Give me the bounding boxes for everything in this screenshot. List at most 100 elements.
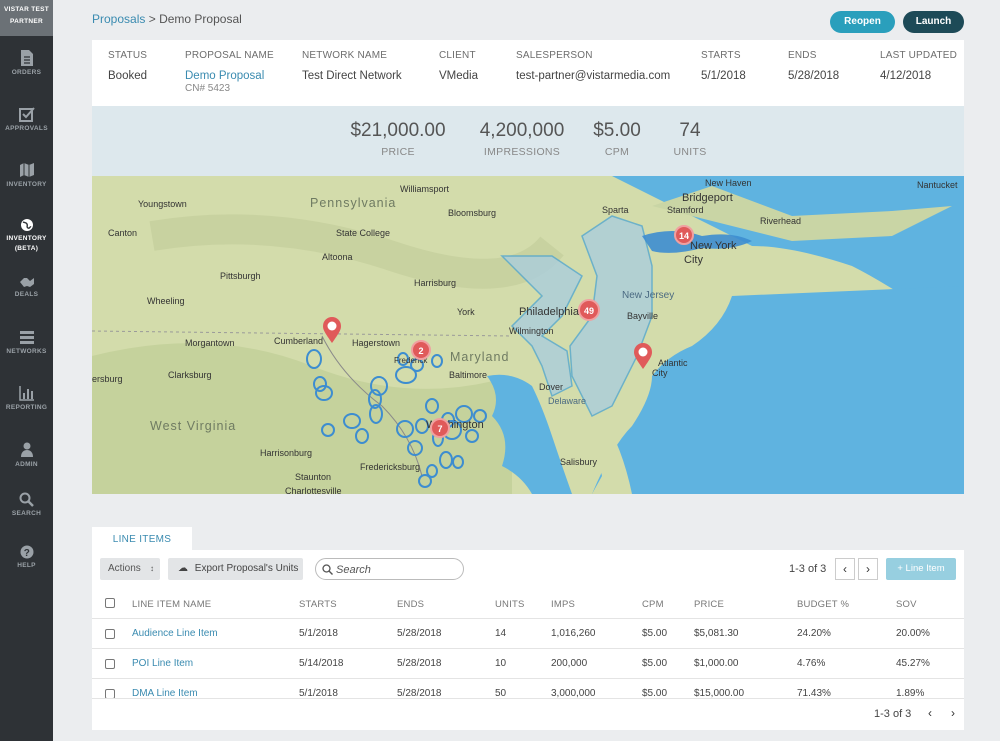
city-salisbury: Salisbury — [560, 457, 598, 467]
cell-sov: 45.27% — [896, 658, 930, 669]
reopen-button[interactable]: Reopen — [830, 11, 895, 33]
add-line-item-button[interactable]: + Line Item — [886, 558, 956, 580]
cluster-marker[interactable]: 49 — [578, 299, 600, 321]
column-header-ends[interactable]: ENDS — [397, 599, 425, 610]
column-header-units[interactable]: UNITS — [495, 599, 525, 610]
checkbox-icon — [18, 107, 35, 122]
map-background — [92, 176, 964, 494]
cpm-value: $5.00 — [593, 120, 641, 141]
state-label-delaware: Delaware — [548, 396, 587, 406]
breadcrumb-proposals-link[interactable]: Proposals — [92, 12, 146, 26]
sidebar-item-label: SEARCH — [11, 510, 42, 517]
city-staunton: Staunton — [295, 472, 332, 482]
cell-ends: 5/28/2018 — [397, 658, 442, 669]
column-header-budget[interactable]: BUDGET % — [797, 599, 850, 610]
column-header-cpm[interactable]: CPM — [642, 599, 664, 610]
cluster-count: 2 — [418, 346, 423, 356]
column-header-starts[interactable]: STARTS — [299, 599, 337, 610]
starts-header: STARTS — [701, 50, 741, 61]
sidebar-item-label: DEALS — [14, 291, 39, 298]
inventory-map[interactable]: Pennsylvania Maryland West Virginia New … — [92, 176, 964, 494]
cloud-download-icon: ☁ — [178, 563, 188, 574]
sidebar-item-networks[interactable]: NETWORKS — [0, 330, 53, 355]
next-page-button-footer[interactable]: › — [943, 703, 963, 725]
sidebar-item-inventory[interactable]: INVENTORY — [0, 162, 53, 188]
table-row[interactable]: DMA Line Item 5/1/2018 5/28/2018 50 3,00… — [92, 678, 964, 708]
city-partial-west: ersburg — [92, 374, 123, 384]
line-item-name-link[interactable]: Audience Line Item — [132, 628, 218, 639]
brand-logo[interactable]: VISTAR TEST PARTNER — [0, 0, 53, 36]
sidebar-item-approvals[interactable]: APPROVALS — [0, 106, 53, 132]
impressions-value: 4,200,000 — [479, 120, 565, 141]
sidebar-item-label: REPORTING — [5, 404, 48, 411]
city-youngstown: Youngstown — [138, 199, 187, 209]
city-bridgeport: Bridgeport — [682, 192, 733, 204]
sidebar-item-help[interactable]: ? HELP — [0, 545, 53, 569]
city-atlantic-2: City — [652, 368, 668, 378]
export-units-button[interactable]: ☁ Export Proposal's Units — [168, 558, 303, 580]
breadcrumb-current: Demo Proposal — [159, 12, 242, 26]
row-checkbox[interactable] — [105, 659, 115, 669]
sidebar-item-label: NETWORKS — [6, 348, 47, 355]
state-label-new-jersey: New Jersey — [622, 290, 675, 301]
actions-dropdown[interactable]: Actions ↕ — [100, 558, 160, 580]
cell-imps: 3,000,000 — [551, 688, 596, 699]
sidebar-item-label: INVENTORY — [6, 181, 47, 188]
column-header-price[interactable]: PRICE — [694, 599, 725, 610]
salesperson-column: SALESPERSON test-partner@vistarmedia.com — [516, 49, 670, 82]
city-new-york-2: City — [684, 254, 703, 266]
search-input[interactable]: Search — [315, 558, 464, 580]
breadcrumb-separator: > — [148, 12, 156, 26]
table-row[interactable]: POI Line Item 5/14/2018 5/28/2018 10 200… — [92, 648, 964, 678]
city-bayville: Bayville — [627, 311, 659, 321]
cell-ends: 5/28/2018 — [397, 688, 442, 699]
cpm-stat: $5.00 CPM — [587, 120, 647, 158]
cluster-marker[interactable]: 2 — [411, 340, 431, 360]
impressions-label: IMPRESSIONS — [483, 146, 561, 158]
units-value: 74 — [679, 120, 701, 141]
cluster-marker[interactable]: 14 — [674, 225, 694, 245]
price-stat: $21,000.00 PRICE — [346, 120, 450, 158]
cell-units: 50 — [495, 688, 507, 699]
sidebar-item-inventory-beta[interactable]: INVENTORY (BETA) — [0, 218, 53, 252]
chevron-left-icon: ‹ — [928, 706, 932, 720]
proposal-name-link[interactable]: Demo Proposal — [185, 70, 265, 82]
column-header-imps[interactable]: IMPS — [551, 599, 576, 610]
state-label-pennsylvania: Pennsylvania — [310, 196, 397, 210]
line-item-name-link[interactable]: DMA Line Item — [132, 688, 198, 699]
line-item-name-link[interactable]: POI Line Item — [132, 658, 194, 669]
column-header-sov[interactable]: SOV — [896, 599, 917, 610]
status-column: STATUS Booked — [108, 49, 147, 82]
prev-page-button-footer[interactable]: ‹ — [920, 703, 940, 725]
city-bloomsburg: Bloomsburg — [448, 208, 497, 218]
city-frederick: Frederick — [394, 356, 428, 365]
select-all-checkbox[interactable] — [105, 598, 115, 608]
row-checkbox[interactable] — [105, 629, 115, 639]
map-pin-icon[interactable] — [322, 316, 342, 344]
prev-page-button[interactable]: ‹ — [835, 558, 855, 580]
cell-units: 14 — [495, 628, 507, 639]
city-hagerstown: Hagerstown — [352, 338, 401, 348]
tab-line-items[interactable]: LINE ITEMS — [92, 527, 192, 552]
table-row[interactable]: Audience Line Item 5/1/2018 5/28/2018 14… — [92, 618, 964, 648]
city-york: York — [457, 307, 475, 317]
launch-button[interactable]: Launch — [903, 11, 964, 33]
salesperson-header: SALESPERSON — [516, 50, 593, 61]
bar-chart-icon — [18, 386, 34, 401]
sidebar-item-label: ORDERS — [11, 69, 42, 76]
sidebar-item-orders[interactable]: ORDERS — [0, 50, 53, 76]
cluster-marker[interactable]: 7 — [430, 418, 450, 438]
proposal-name-header: PROPOSAL NAME — [185, 50, 274, 61]
document-icon — [20, 50, 33, 66]
column-header-name[interactable]: LINE ITEM NAME — [132, 599, 212, 610]
next-page-button[interactable]: › — [858, 558, 878, 580]
city-clarksburg: Clarksburg — [168, 370, 212, 380]
map-pin-icon[interactable] — [633, 342, 653, 370]
sidebar-item-deals[interactable]: DEALS — [0, 276, 53, 298]
city-altoona: Altoona — [322, 252, 353, 262]
sidebar-item-reporting[interactable]: REPORTING — [0, 385, 53, 411]
chevron-right-icon: › — [951, 706, 955, 720]
sidebar-item-search[interactable]: SEARCH — [0, 492, 53, 517]
sidebar: VISTAR TEST PARTNER ORDERS APPROVALS INV… — [0, 0, 53, 741]
sidebar-item-admin[interactable]: ADMIN — [0, 442, 53, 468]
